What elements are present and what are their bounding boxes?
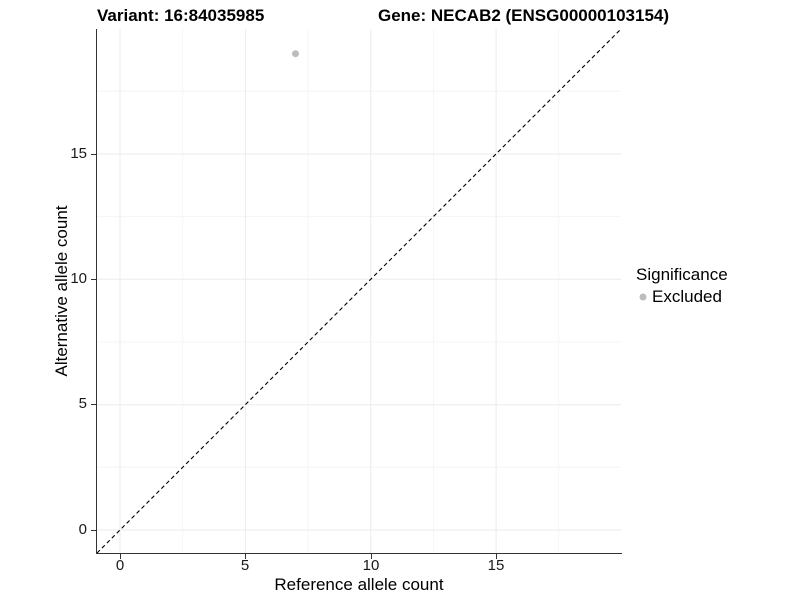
- x-tick-label: 0: [115, 557, 125, 574]
- x-tick-label: 10: [362, 557, 380, 574]
- x-tick-mark: [371, 554, 372, 559]
- gene-title: Gene: NECAB2 (ENSG00000103154): [378, 6, 670, 25]
- y-tick-mark: [91, 404, 96, 405]
- plot-panel: [96, 28, 622, 554]
- y-tick-mark: [91, 154, 96, 155]
- plot-panel-svg: [96, 28, 622, 554]
- legend-title: Significance: [636, 265, 728, 284]
- x-tick-label: 15: [487, 557, 505, 574]
- legend-item-label: Excluded: [652, 287, 722, 306]
- y-tick-mark: [91, 530, 96, 531]
- y-tick-label: 15: [70, 145, 87, 162]
- x-tick-mark: [496, 554, 497, 559]
- x-tick-label: 5: [240, 557, 250, 574]
- grid-minor: [97, 29, 621, 553]
- grid-major: [97, 29, 621, 553]
- identity-line: [96, 28, 622, 554]
- legend-item-excluded: Excluded: [636, 287, 728, 307]
- legend-point-icon: [639, 293, 647, 301]
- data-point-excluded: [292, 50, 299, 58]
- y-tick-label: 10: [70, 270, 87, 287]
- y-axis-line: [96, 29, 97, 554]
- x-axis-title: Reference allele count: [274, 575, 444, 594]
- y-axis-title: Alternative allele count: [52, 205, 71, 377]
- y-tick-mark: [91, 279, 96, 280]
- legend: Significance Excluded: [636, 265, 728, 307]
- x-tick-mark: [120, 554, 121, 559]
- variant-title: Variant: 16:84035985: [97, 6, 265, 25]
- y-tick-label: 0: [78, 521, 87, 538]
- x-axis-line: [96, 553, 622, 554]
- y-tick-label: 5: [78, 395, 87, 412]
- x-tick-mark: [245, 554, 246, 559]
